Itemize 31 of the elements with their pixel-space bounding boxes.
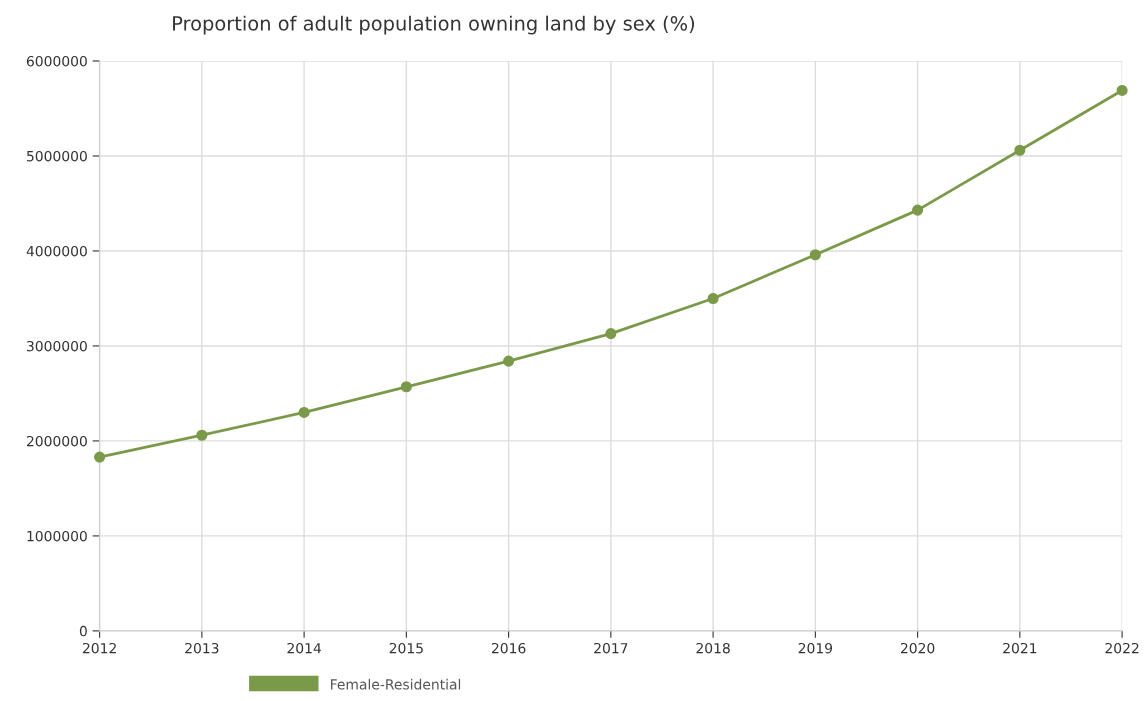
point xyxy=(605,328,617,340)
x-tick-label: 2022 xyxy=(1105,642,1139,654)
y-tick-label: 6000000 xyxy=(26,55,87,67)
point xyxy=(1014,144,1026,156)
x-tick-label: 2017 xyxy=(594,642,628,654)
point xyxy=(1116,84,1128,96)
y-tick-label: 3000000 xyxy=(27,340,87,352)
y-tick-label: 2000000 xyxy=(26,435,87,447)
y-tick-label: 1000000 xyxy=(27,530,87,542)
x-tick-label: 2021 xyxy=(1003,642,1037,654)
x-tick-label: 2020 xyxy=(900,642,935,654)
point xyxy=(707,292,719,305)
y-tick-label: 0 xyxy=(79,625,87,637)
text: Female-Residential xyxy=(331,678,461,690)
point xyxy=(94,451,106,463)
point xyxy=(809,249,821,261)
chart-title: Proportion of adult population owning land by sex (%) xyxy=(173,15,695,35)
x-tick-label: 2012 xyxy=(82,642,116,654)
x-tick-label: 2018 xyxy=(696,642,730,654)
x-tick-label: 2016 xyxy=(491,642,526,654)
point xyxy=(196,429,208,441)
x-tick-label: 2019 xyxy=(798,642,833,654)
point xyxy=(400,381,412,393)
point xyxy=(503,355,515,367)
y-tick-label: 4000000 xyxy=(26,245,87,257)
point xyxy=(298,406,310,418)
x-tick-label: 2015 xyxy=(389,642,423,654)
x-tick-label: 2014 xyxy=(287,642,322,654)
y-tick-label: 5000000 xyxy=(27,150,87,162)
point xyxy=(912,204,924,216)
x-tick-label: 2013 xyxy=(185,642,219,654)
